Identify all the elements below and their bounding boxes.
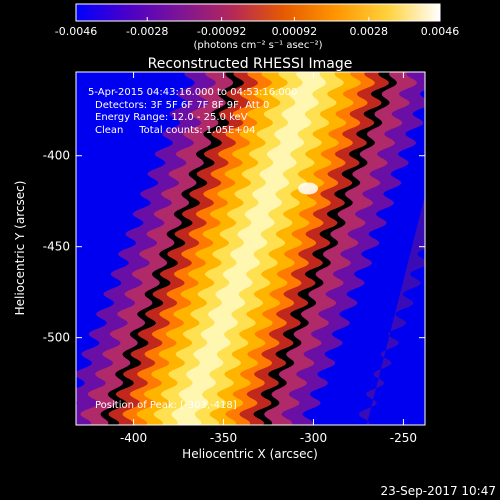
y-tick-label: -450 [43, 240, 70, 254]
x-axis: -400 -350 -300 -250 [120, 72, 417, 445]
info-line-time: 5-Apr-2015 04:43:16.000 to 04:53:16.000 [88, 87, 297, 98]
colorbar-tick-label: -0.00092 [197, 25, 246, 38]
peak-position-label: Position of Peak: [-303,-418] [95, 400, 237, 411]
info-line-energy: Energy Range: 12.0 - 25.0 keV [95, 112, 248, 123]
colorbar [75, 3, 441, 22]
y-tick-label: -500 [43, 331, 70, 345]
heatmap-band-level [171, 72, 327, 425]
footer-timestamp: 23-Sep-2017 10:47 [381, 484, 496, 498]
y-axis-label: Heliocentric Y (arcsec) [13, 181, 27, 316]
x-tick-label: -250 [390, 431, 417, 445]
colorbar-tick-label: 0.00092 [272, 25, 318, 38]
x-axis-label: Heliocentric X (arcsec) [182, 447, 318, 461]
colorbar-tick-label: 0.0028 [350, 25, 389, 38]
info-line-clean: Clean Total counts: 1.05E+04 [95, 125, 255, 136]
colorbar-tick-label: -0.0046 [55, 25, 97, 38]
colorbar-ticks: -0.0046 -0.0028 -0.00092 0.00092 0.0028 0.004… [55, 17, 459, 38]
colorbar-tick-label: -0.0028 [126, 25, 168, 38]
y-tick-label: -400 [43, 149, 70, 163]
plot-title: Reconstructed RHESSI Image [148, 56, 353, 72]
colorbar-tick-label: 0.0046 [421, 25, 460, 38]
peak-point [298, 182, 319, 195]
y-axis: -400 -450 -500 [43, 149, 425, 345]
colorbar-unit-label: (photons cm⁻² s⁻¹ asec⁻²) [193, 40, 322, 51]
info-line-detectors: Detectors: 3F 5F 6F 7F 8F 9F, Att 0 [95, 100, 269, 111]
heatmap-image [76, 72, 425, 425]
x-tick-label: -350 [210, 431, 237, 445]
plot-frame [75, 71, 426, 426]
x-tick-label: -300 [300, 431, 327, 445]
info-block: 5-Apr-2015 04:43:16.000 to 04:53:16.000 … [88, 87, 297, 411]
x-tick-label: -400 [120, 431, 147, 445]
